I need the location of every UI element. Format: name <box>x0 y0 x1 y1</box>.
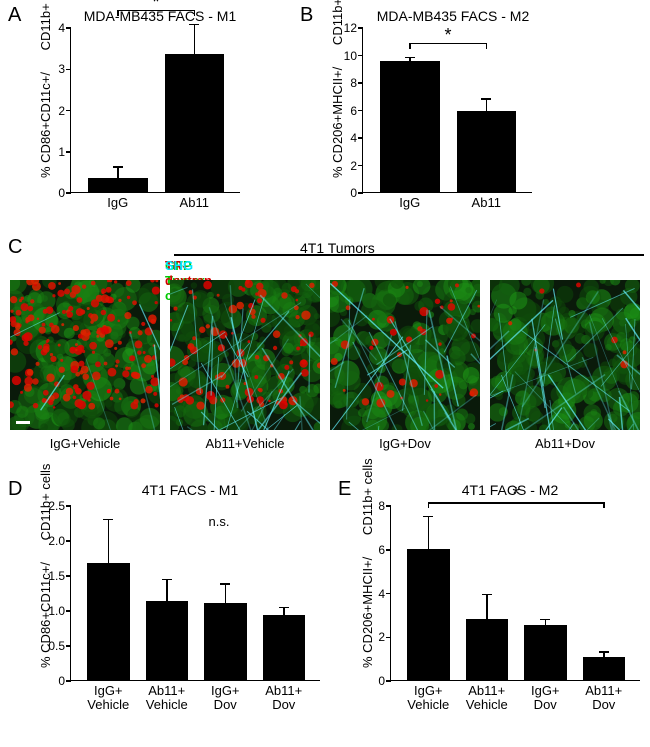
bar <box>88 178 148 192</box>
sig-star: * <box>444 25 451 46</box>
panel-b-label: B <box>300 4 313 27</box>
ytick-label: 4 <box>378 587 391 601</box>
micrograph <box>490 280 640 430</box>
ytick-label: 8 <box>350 76 363 90</box>
xtick-label: Ab11 <box>180 192 209 210</box>
xtick-label: Ab11+Dov <box>585 680 622 713</box>
xtick-label: Ab11+Dov <box>265 680 302 713</box>
ytick-label: 6 <box>378 543 391 557</box>
xtick-label: IgG+Vehicle <box>87 680 129 713</box>
panel-b-title: MDA-MB435 FACS - M2 <box>348 8 558 24</box>
xtick-label: Ab11+Vehicle <box>466 680 508 713</box>
panel-c-label: C <box>8 236 22 259</box>
ytick-label: 0 <box>58 186 71 200</box>
ytick-label: 6 <box>350 104 363 118</box>
bar <box>407 549 450 680</box>
xtick-label: IgG+Vehicle <box>407 680 449 713</box>
legend-item: SHG <box>165 258 193 273</box>
bar <box>524 625 567 680</box>
panel-d-chart: 00.51.01.52.02.5IgG+VehicleAb11+VehicleI… <box>70 506 320 681</box>
ytick-label: 0 <box>378 674 391 688</box>
panel-d-label: D <box>8 478 22 501</box>
panel-b-ylabel: % CD206+MHCII+/ CD11b+ cells <box>330 0 345 178</box>
ytick-label: 1 <box>58 145 71 159</box>
xtick-label: IgG+Dov <box>211 680 240 713</box>
bar <box>380 61 440 192</box>
ytick-label: 0 <box>58 674 71 688</box>
panel-a-label: A <box>8 4 21 27</box>
xtick-label: IgG+Dov <box>531 680 560 713</box>
micrograph <box>330 280 480 430</box>
xtick-label: Ab11 <box>472 192 501 210</box>
xtick-label: IgG <box>399 192 420 210</box>
ytick-label: 8 <box>378 499 391 513</box>
panel-a-ylabel: % CD86+CD11c+/ CD11b+ cells <box>38 0 53 178</box>
panel-e-label: E <box>338 478 351 501</box>
panel-c-overline <box>174 254 644 256</box>
ytick-label: 2 <box>58 104 71 118</box>
ytick-label: 12 <box>344 21 363 35</box>
micrograph-label: Ab11+Vehicle <box>206 436 285 451</box>
bar <box>583 657 626 680</box>
bar <box>263 615 306 680</box>
bar <box>87 563 130 680</box>
sig-star: * <box>152 0 159 13</box>
bar <box>146 601 189 680</box>
bar <box>204 603 247 680</box>
panel-e-chart: 02468IgG+VehicleAb11+VehicleIgG+DovAb11+… <box>390 506 640 681</box>
micrograph-label: IgG+Dov <box>379 436 431 451</box>
ytick-label: 0 <box>350 186 363 200</box>
ytick-label: 4 <box>350 131 363 145</box>
panel-d-title: 4T1 FACS - M1 <box>110 482 270 498</box>
micrograph-label: IgG+Vehicle <box>50 436 120 451</box>
ytick-label: 10 <box>344 49 363 63</box>
bar <box>457 111 517 192</box>
ytick-label: 4 <box>58 21 71 35</box>
bar <box>165 54 225 192</box>
micrograph-label: Ab11+Dov <box>535 436 595 451</box>
sig-star: * <box>512 484 519 505</box>
panel-e-ylabel: % CD206+MHCII+/ CD11b+ cells <box>360 458 375 668</box>
micrograph <box>170 280 320 430</box>
scale-bar <box>16 421 30 424</box>
panel-e-title: 4T1 FACS - M2 <box>430 482 590 498</box>
bar <box>466 619 509 680</box>
panel-d-ylabel: % CD86+CD11c+/ CD11b+ cells <box>38 464 53 668</box>
xtick-label: IgG <box>107 192 128 210</box>
panel-b-chart: 024681012IgGAb11* <box>362 28 532 193</box>
panel-a-chart: 01234IgGAb11* <box>70 28 240 193</box>
ytick-label: 2 <box>378 630 391 644</box>
ns-label: n.s. <box>209 514 230 529</box>
ytick-label: 3 <box>58 62 71 76</box>
xtick-label: Ab11+Vehicle <box>146 680 188 713</box>
micrograph <box>10 280 160 430</box>
ytick-label: 2 <box>350 159 363 173</box>
